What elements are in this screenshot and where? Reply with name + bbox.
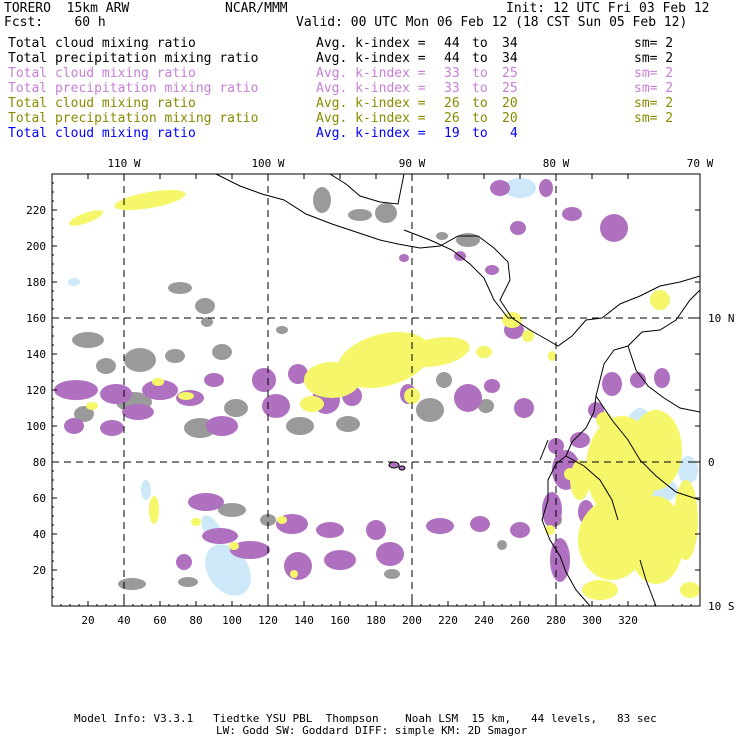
y-tick-labels: 220 200 180 160 140 120 100 80 60 40 20 (26, 204, 46, 577)
legend-from: 26 (444, 111, 460, 126)
legend-from: 33 (444, 81, 460, 96)
legend-field: Total cloud mixing ratio (8, 126, 196, 141)
model-title: TORERO 15km ARW (4, 1, 130, 16)
x-tick-label: 180 (366, 614, 386, 627)
legend-to-word: to (472, 126, 488, 141)
x-tick-label: 280 (546, 614, 566, 627)
lat-label: 10 S (708, 600, 735, 613)
y-tick-label: 220 (26, 204, 46, 217)
x-tick-label: 20 (81, 614, 94, 627)
legend-to-word: to (472, 81, 488, 96)
x-tick-label: 40 (117, 614, 130, 627)
latitude-labels: 10 N 0 10 S (708, 312, 735, 613)
legend-sm: sm= 2 (634, 81, 674, 96)
legend-to: 20 (502, 111, 518, 126)
legend-to: 34 (502, 51, 518, 66)
y-tick-label: 200 (26, 240, 46, 253)
legend-from: 44 (444, 51, 460, 66)
legend-to: 4 (510, 126, 518, 141)
legend-index-label: Avg. k-index = (316, 66, 426, 81)
y-tick-label: 160 (26, 312, 46, 325)
lon-label: 110 W (107, 157, 140, 170)
legend-index-label: Avg. k-index = (316, 51, 426, 66)
lat-label: 10 N (708, 312, 735, 325)
legend-sm: sm= 2 (634, 51, 674, 66)
legend-to-word: to (472, 51, 488, 66)
legend-index-label: Avg. k-index = (316, 81, 426, 96)
legend-to: 34 (502, 36, 518, 51)
lat-label: 0 (708, 456, 715, 469)
legend-field: Total precipitation mixing ratio (8, 81, 259, 96)
legend-from: 33 (444, 66, 460, 81)
x-tick-label: 320 (618, 614, 638, 627)
init-time: Init: 12 UTC Fri 03 Feb 12 (506, 1, 710, 16)
y-tick-label: 40 (33, 528, 46, 541)
x-tick-label: 80 (189, 614, 202, 627)
legend-to: 25 (502, 81, 518, 96)
lon-label: 100 W (251, 157, 284, 170)
x-tick-label: 100 (222, 614, 242, 627)
x-tick-labels: 20 40 60 80 100 120 140 160 180 200 220 240 260 280 30… (81, 614, 638, 627)
x-tick-label: 200 (402, 614, 422, 627)
x-tick-label: 60 (153, 614, 166, 627)
legend-sm: sm= 2 (634, 96, 674, 111)
purple-cloud-areas (54, 179, 670, 582)
y-tick-label: 60 (33, 492, 46, 505)
legend-index-label: Avg. k-index = (316, 111, 426, 126)
x-tick-label: 160 (330, 614, 350, 627)
forecast-hour: Fcst: 60 h (4, 15, 106, 30)
legend-index-label: Avg. k-index = (316, 36, 426, 51)
y-tick-label: 100 (26, 420, 46, 433)
physics-info-line: LW: Godd SW: Goddard DIFF: simple KM: 2D… (216, 724, 528, 737)
legend-from: 19 (444, 126, 460, 141)
longitude-labels: 110 W 100 W 90 W 80 W 70 W (107, 157, 713, 170)
legend-field: Total precipitation mixing ratio (8, 111, 259, 126)
coastlines (215, 174, 700, 606)
gray-cloud-areas (72, 187, 562, 590)
legend-to-word: to (472, 66, 488, 81)
y-tick-label: 80 (33, 456, 46, 469)
y-tick-marks (52, 182, 700, 598)
legend-field: Total cloud mixing ratio (8, 66, 196, 81)
yellow-cloud-areas (68, 189, 700, 600)
lon-label: 70 W (687, 157, 714, 170)
legend-field: Total precipitation mixing ratio (8, 51, 259, 66)
lon-label: 80 W (543, 157, 570, 170)
legend-sm: sm= 2 (634, 36, 674, 51)
x-tick-label: 140 (294, 614, 314, 627)
cloud-field (54, 178, 700, 600)
legend-index-label: Avg. k-index = (316, 96, 426, 111)
legend-from: 44 (444, 36, 460, 51)
galapagos-islands (388, 461, 406, 471)
legend-to-word: to (472, 96, 488, 111)
legend-field: Total cloud mixing ratio (8, 96, 196, 111)
legend-to-word: to (472, 111, 488, 126)
x-tick-label: 240 (474, 614, 494, 627)
x-tick-marks (60, 174, 692, 606)
legend-field: Total cloud mixing ratio (8, 36, 196, 51)
valid-time: Valid: 00 UTC Mon 06 Feb 12 (18 CST Sun … (296, 15, 688, 30)
model-info-line: Model Info: V3.3.1 Tiedtke YSU PBL Thomp… (74, 712, 657, 725)
legend-from: 26 (444, 96, 460, 111)
y-tick-label: 140 (26, 348, 46, 361)
y-tick-label: 180 (26, 276, 46, 289)
legend-index-label: Avg. k-index = (316, 126, 426, 141)
legend-sm: sm= 2 (634, 66, 674, 81)
x-tick-label: 120 (258, 614, 278, 627)
legend-to-word: to (472, 36, 488, 51)
legend-sm: sm= 2 (634, 111, 674, 126)
y-tick-label: 120 (26, 384, 46, 397)
x-tick-label: 220 (438, 614, 458, 627)
legend-to: 20 (502, 96, 518, 111)
graticule (52, 174, 700, 606)
x-tick-label: 300 (582, 614, 602, 627)
lon-label: 90 W (399, 157, 426, 170)
y-tick-label: 20 (33, 564, 46, 577)
institution-label: NCAR/MMM (225, 1, 288, 16)
legend-to: 25 (502, 66, 518, 81)
x-tick-label: 260 (510, 614, 530, 627)
